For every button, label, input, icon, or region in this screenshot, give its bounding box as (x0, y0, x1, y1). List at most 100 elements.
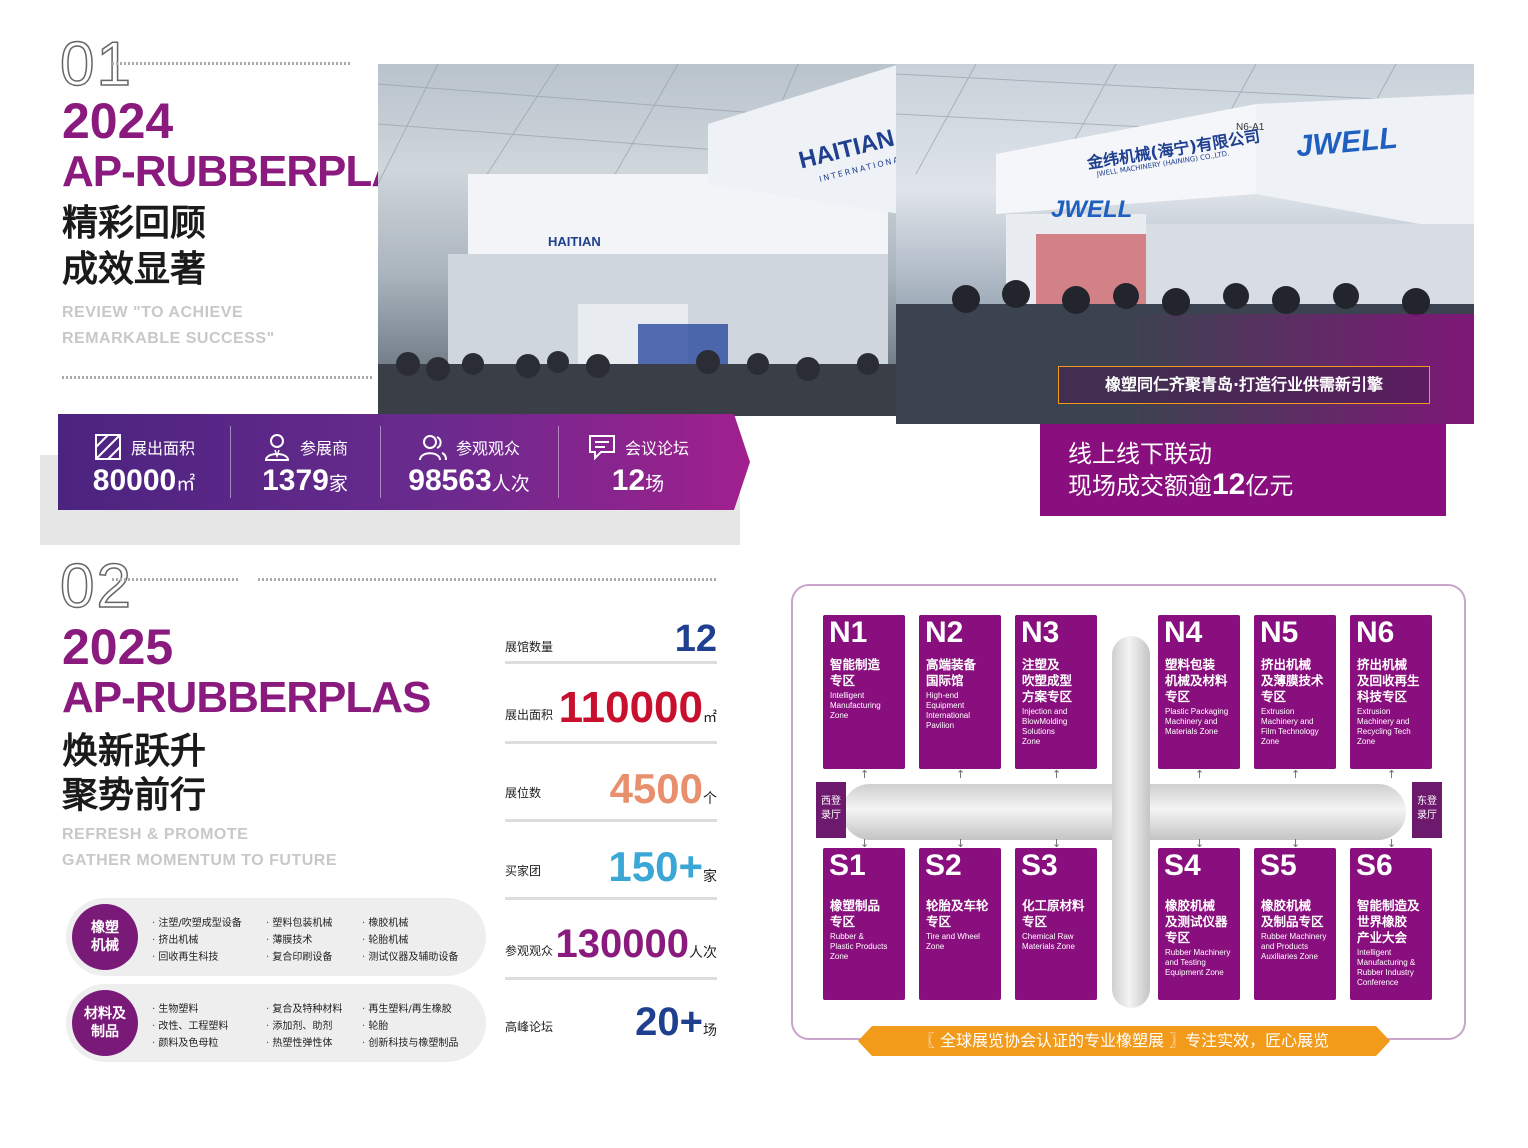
stat-label: 会议论坛 (624, 439, 689, 458)
year-2024: 2024 (62, 93, 174, 149)
event-name: AP-RUBBERPLAS (62, 147, 431, 196)
hall-s3[interactable]: S3 化工原材料 专区 Chemical Raw Materials Zone (1015, 848, 1097, 1000)
category-item: 复合印刷设备 (266, 948, 332, 963)
title-line2: 成效显著 (62, 249, 207, 290)
hall-name-en: Intelligent Manufacturing Zone (830, 691, 881, 720)
arrow-down-icon: ↓ (1291, 837, 1301, 850)
hall-name-cn: 高端装备 (926, 657, 977, 672)
arrow-up-icon: ↑ (860, 768, 870, 781)
category-item: 轮胎 (362, 1017, 388, 1032)
hall-id: N4 (1164, 616, 1203, 649)
corridor-vertical (1112, 636, 1150, 1008)
photo-caption: 橡塑同仁齐聚青岛·打造行业供需新引擎 (1058, 366, 1430, 404)
stat-unit: ㎡ (176, 473, 196, 495)
hall-n1[interactable]: N1 智能制造 专区 Intelligent Manufacturing Zone (823, 615, 905, 769)
hall-name-cn: 及回收再生 (1357, 673, 1420, 688)
hall-s5[interactable]: S5 橡胶机械 及制品专区 Rubber Machinery and Products… (1254, 848, 1336, 1000)
hall-name-cn: 挤出机械 (1261, 657, 1312, 672)
hall-n5[interactable]: N5 挤出机械 及薄膜技术 专区 Extrusion Machinery and Fil… (1254, 615, 1336, 769)
hall-name-en: Rubber & Plastic Products Zone (830, 932, 888, 961)
hall-id: N5 (1260, 616, 1299, 649)
stat-visitors: 参观观众 98563人次 (380, 414, 558, 510)
divider (112, 62, 352, 65)
stat-row: 展位数 4500个 (505, 744, 717, 822)
year-2025: 2025 (62, 619, 174, 675)
hall-s2[interactable]: S2 轮胎及车轮 专区 Tire and Wheel Zone (919, 848, 1001, 1000)
hall-name-cn: 产业大会 (1357, 930, 1408, 945)
hall-name-en: Extrusion Machinery and Recycling Tech Z… (1357, 707, 1411, 746)
visitor-icon (418, 435, 447, 461)
hall-name-en: Rubber Machinery and Testing Equipment Z… (1165, 948, 1231, 977)
arrow-down-icon: ↓ (1195, 837, 1205, 850)
category-item: 生物塑料 (152, 1000, 198, 1015)
hall-n3[interactable]: N3 注塑及 吹塑成型 方案专区 Injection and BlowMolding S… (1015, 615, 1097, 769)
divider (112, 578, 240, 581)
stat-value: 12 (674, 618, 717, 660)
forum-icon (588, 435, 615, 461)
stat-row: 展馆数量 12 (505, 612, 717, 664)
hall-id: S4 (1164, 849, 1201, 882)
en-sub-line1: REVIEW "TO ACHIEVE (62, 304, 244, 321)
hall-n4[interactable]: N4 塑料包装 机械及材料 专区 Plastic Packaging Machinery… (1158, 615, 1240, 769)
hall-name-cn: 方案专区 (1022, 689, 1073, 704)
arrow-down-icon: ↓ (956, 837, 966, 850)
hall-name-cn: 橡胶机械 (1261, 898, 1312, 913)
east-lobby[interactable]: 东登 录厅 (1412, 782, 1442, 838)
hall-s6[interactable]: S6 智能制造及 世界橡胶 产业大会 Intelligent Manufacturing… (1350, 848, 1432, 1000)
stat-unit: 人次 (491, 473, 530, 495)
hall-id: S1 (829, 849, 866, 882)
separator (380, 426, 381, 498)
stat-value: 1379 (262, 464, 329, 497)
en-sub-line2: GATHER MOMENTUM TO FUTURE (62, 852, 337, 869)
stat-unit: 家 (328, 473, 348, 495)
stat-label: 展出面积 (130, 439, 195, 458)
category-item: 测试仪器及辅助设备 (362, 948, 458, 963)
category-item: 添加剂、助剂 (266, 1017, 332, 1032)
hall-name-cn: 塑料包装 (1165, 657, 1216, 672)
hall-name-cn: 专区 (1261, 689, 1287, 704)
stat-value: 150+家 (608, 843, 717, 890)
hall-n6[interactable]: N6 挤出机械 及回收再生 科技专区 Extrusion Machinery and R… (1350, 615, 1432, 769)
hall-s4[interactable]: S4 橡胶机械 及测试仪器 专区 Rubber Machinery and Testin… (1158, 848, 1240, 1000)
separator (558, 426, 559, 498)
stat-exhibitors: 参展商 1379家 (230, 414, 380, 510)
hall-name-cn: 智能制造 (830, 657, 881, 672)
stat-label: 展位数 (505, 786, 542, 800)
stat-unit: 场 (645, 473, 665, 495)
arrow-up-icon: ↑ (1387, 768, 1397, 781)
en-sub-line1: REFRESH & PROMOTE (62, 826, 249, 843)
stat-value: 130000人次 (555, 922, 717, 966)
arrow-up-icon: ↑ (1052, 768, 1062, 781)
title-line1: 精彩回顾 (62, 203, 207, 244)
highlight-box: 线上线下联动 现场成交额逾12亿元 (1040, 424, 1446, 516)
hall-n2[interactable]: N2 高端装备 国际馆 High-end Equipment Internationa… (919, 615, 1001, 769)
category-item: 复合及特种材料 (266, 1000, 342, 1015)
stat-label: 高峰论坛 (505, 1020, 554, 1034)
stat-value: 98563 (408, 464, 492, 497)
stat-row: 买家团 150+家 (505, 822, 717, 900)
category-item: 塑料包装机械 (266, 914, 332, 929)
hall-name-cn: 橡塑制品 (830, 898, 881, 913)
hall-name-cn: 专区 (830, 673, 856, 688)
hall-name-cn: 智能制造及 (1357, 898, 1420, 913)
hall-name-en: Tire and Wheel Zone (926, 932, 980, 951)
hall-name-en: Plastic Packaging Machinery and Material… (1165, 707, 1229, 736)
hall-name-cn: 专区 (1165, 930, 1191, 945)
stat-label: 参观观众 (505, 944, 554, 958)
event-name: AP-RUBBERPLAS (62, 673, 431, 722)
stats-bar: 展出面积 80000㎡ 参展商 1379家 参观观众 98563人次 会议论坛 … (58, 414, 750, 510)
category-badge: 橡塑 机械 (72, 904, 138, 970)
divider (62, 376, 372, 379)
hall-name-en: Chemical Raw Materials Zone (1022, 932, 1075, 951)
hall-s1[interactable]: S1 橡塑制品 专区 Rubber & Plastic Products Zone (823, 848, 905, 1000)
hall-name-cn: 机械及材料 (1165, 673, 1228, 688)
hall-name-cn: 及制品专区 (1261, 914, 1324, 929)
west-lobby[interactable]: 西登 录厅 (816, 782, 846, 838)
category-item: 薄膜技术 (266, 931, 312, 946)
hall-name-cn: 科技专区 (1357, 689, 1408, 704)
stat-label: 参观观众 (455, 439, 520, 458)
stat-value: 12 (611, 464, 646, 497)
arrow-down-icon: ↓ (1052, 837, 1062, 850)
hall-id: S3 (1021, 849, 1058, 882)
